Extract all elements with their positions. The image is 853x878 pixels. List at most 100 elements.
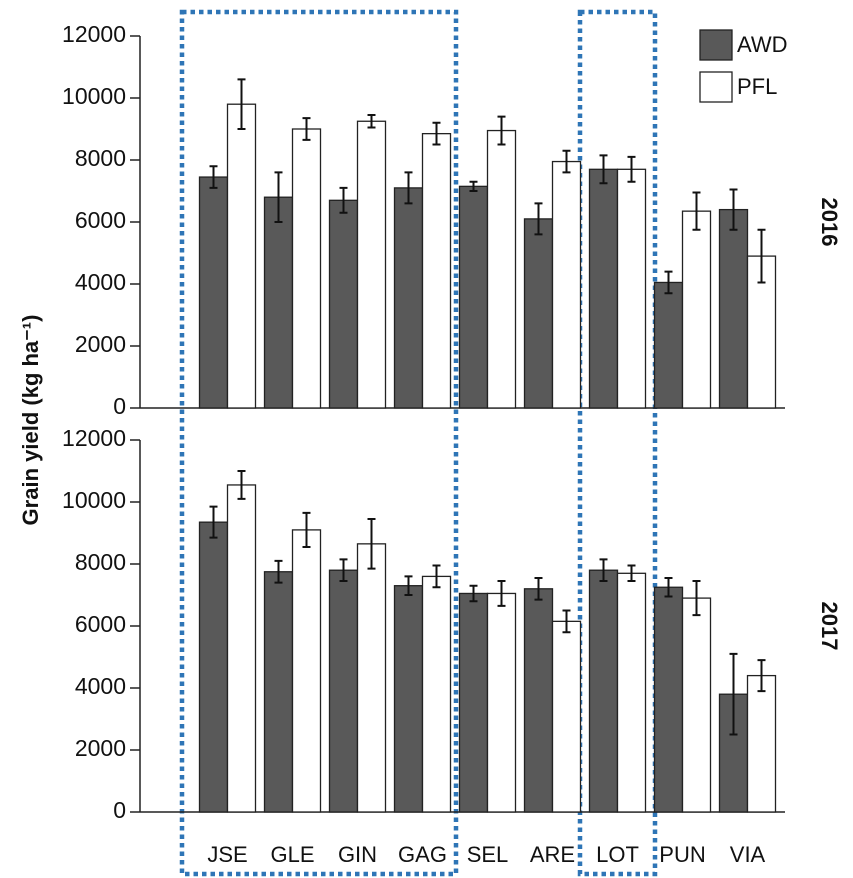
y-tick-label: 0 [113, 797, 126, 823]
legend-label: AWD [737, 32, 788, 57]
y-tick-label: 4000 [75, 673, 126, 699]
x-tick-label: GAG [398, 842, 447, 867]
x-tick-label: JSE [207, 842, 247, 867]
error-bar [209, 505, 218, 539]
x-tick-label: GIN [338, 842, 377, 867]
error-bar [729, 188, 738, 231]
error-bar [209, 165, 218, 189]
y-tick-label: 2000 [75, 735, 126, 761]
y-tick-label: 12000 [62, 425, 126, 451]
bar [421, 132, 452, 409]
error-bar [469, 180, 478, 192]
bar [328, 569, 359, 813]
error-bar [757, 228, 766, 284]
y-tick-label: 8000 [75, 549, 126, 575]
bar [653, 281, 684, 409]
bar [263, 196, 294, 409]
error-bar [534, 202, 543, 236]
y-axis-label: Grain yield (kg ha⁻¹) [18, 315, 43, 526]
error-bar [339, 558, 348, 583]
error-bar [729, 652, 738, 736]
bar [393, 187, 424, 409]
legend-label: PFL [737, 74, 777, 99]
panel-label: 2016 [817, 198, 842, 247]
group-box [577, 9, 658, 877]
bar [198, 176, 229, 409]
bar [356, 120, 387, 409]
error-bar [367, 114, 376, 129]
error-bar [562, 149, 571, 174]
bar [551, 620, 582, 813]
error-bar [469, 584, 478, 603]
x-tick-label: LOT [596, 842, 639, 867]
error-bar [302, 511, 311, 548]
bar [681, 210, 712, 409]
bar [486, 129, 517, 409]
y-tick-label: 6000 [75, 207, 126, 233]
bar [226, 484, 257, 813]
error-bar [339, 186, 348, 214]
y-tick-label: 6000 [75, 611, 126, 637]
error-bar [562, 609, 571, 634]
bar [746, 674, 777, 813]
error-bar [432, 564, 441, 589]
legend-swatch [699, 29, 733, 61]
y-tick-label: 10000 [62, 487, 126, 513]
x-tick-label: ARE [530, 842, 575, 867]
bar [198, 521, 229, 813]
bar [291, 529, 322, 813]
legend-swatch [699, 71, 733, 103]
error-bar [692, 580, 701, 617]
error-bar [599, 558, 608, 583]
bar [263, 571, 294, 813]
error-bar [274, 559, 283, 584]
bar [523, 588, 554, 813]
bar [356, 543, 387, 813]
error-bar [664, 576, 673, 598]
y-tick-label: 8000 [75, 145, 126, 171]
x-tick-label: GLE [270, 842, 314, 867]
x-tick-label: VIA [730, 842, 766, 867]
error-bar [237, 470, 246, 500]
error-bar [497, 580, 506, 607]
error-bar [534, 576, 543, 601]
bar [616, 572, 647, 813]
error-bar [599, 154, 608, 185]
error-bar [757, 659, 766, 693]
bar [421, 575, 452, 813]
y-tick-label: 10000 [62, 83, 126, 109]
bar [588, 168, 619, 409]
error-bar [497, 115, 506, 146]
error-bar [404, 171, 413, 205]
bar [328, 199, 359, 409]
error-bar [627, 155, 636, 183]
x-tick-label: PUN [659, 842, 705, 867]
error-bar [404, 575, 413, 596]
x-tick-label: SEL [467, 842, 509, 867]
error-bar [692, 191, 701, 231]
bar [458, 185, 489, 409]
bar [523, 218, 554, 409]
y-tick-label: 2000 [75, 331, 126, 357]
bar [393, 585, 424, 813]
error-bar [664, 270, 673, 295]
bar [616, 168, 647, 409]
error-bar [367, 518, 376, 570]
bar [718, 208, 749, 409]
bar [681, 597, 712, 813]
y-tick-label: 4000 [75, 269, 126, 295]
y-tick-label: 0 [113, 393, 126, 419]
error-bar [432, 121, 441, 146]
error-bar [274, 171, 283, 223]
bar [291, 128, 322, 409]
bar [458, 592, 489, 813]
panel-label: 2017 [817, 602, 842, 651]
bar [551, 160, 582, 409]
y-tick-label: 12000 [62, 21, 126, 47]
error-bar [302, 117, 311, 141]
error-bar [237, 78, 246, 130]
group-box [179, 9, 459, 877]
bar [653, 586, 684, 813]
bar [588, 569, 619, 813]
